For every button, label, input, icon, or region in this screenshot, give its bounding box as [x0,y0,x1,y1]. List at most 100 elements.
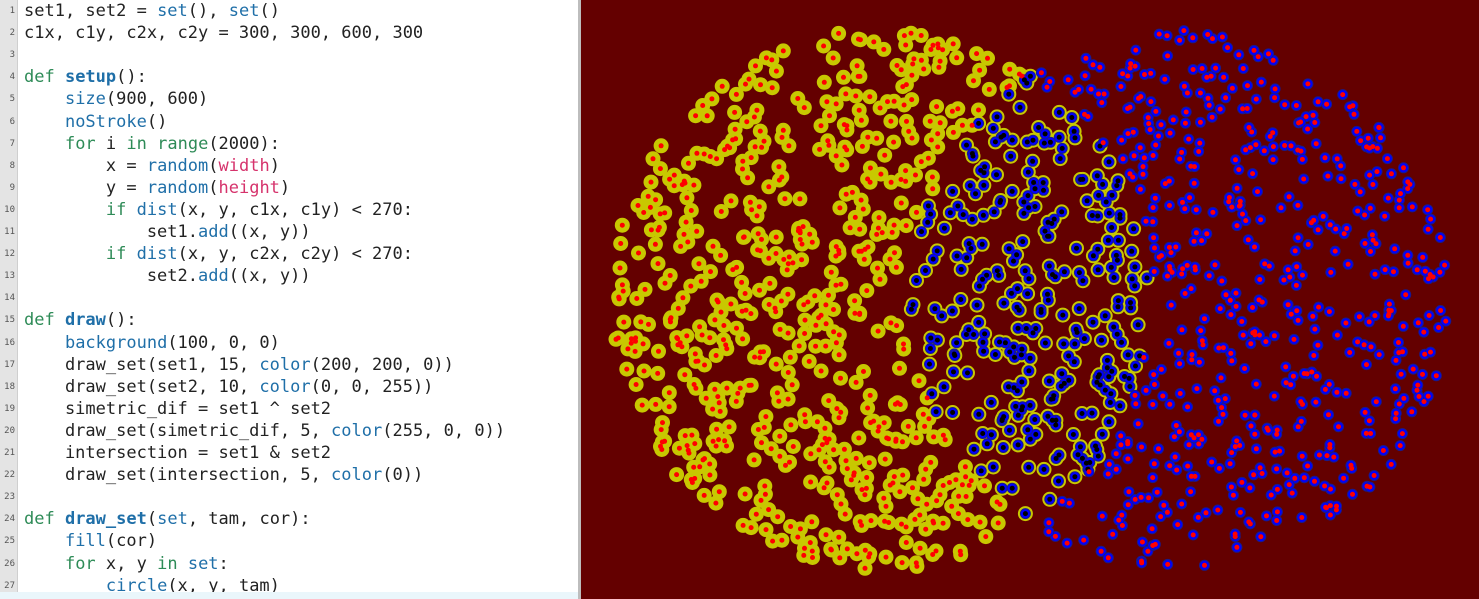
code-line[interactable]: 16 background(100, 0, 0) [0,332,580,354]
symmetric-diff-point [797,196,803,202]
code-line[interactable]: 3 [0,44,580,66]
code-line[interactable]: 22 draw_set(intersection, 5, color(0)) [0,464,580,486]
intersection-point [1144,275,1150,281]
code-line[interactable]: 21 intersection = set1 & set2 [0,442,580,464]
code-line[interactable]: 6 noStroke() [0,111,580,133]
code-line[interactable]: 26 for x, y in set: [0,553,580,575]
code-line[interactable]: 20 draw_set(simetric_dif, 5, color(255, … [0,420,580,442]
code-token: ) [269,155,280,176]
symmetric-diff-point [1165,561,1171,567]
intersection-point [964,142,969,148]
symmetric-diff-point [1324,101,1330,107]
line-number: 16 [4,337,15,348]
code-line[interactable]: 27 circle(x, y, tam) [0,575,580,597]
symmetric-diff-point [1396,197,1402,203]
code-line[interactable]: 23 [0,486,580,508]
symmetric-diff-point [1392,386,1398,392]
intersection-point [1103,199,1109,205]
symmetric-diff-point [931,434,937,440]
intersection-point [1072,135,1078,141]
symmetric-diff-point [722,438,728,444]
code-line[interactable]: 18 draw_set(set2, 10, color(0, 0, 255)) [0,376,580,398]
intersection-point [1129,276,1135,282]
code-line[interactable]: 11 set1.add((x, y)) [0,221,580,243]
code-line[interactable]: 8 x = random(width) [0,155,580,177]
symmetric-diff-point [1086,469,1092,475]
code-line[interactable]: 2 c1x, c1y, c2x, c2y = 300, 300, 600, 300 [0,22,580,44]
intersection-point [1066,353,1072,359]
code-line[interactable]: 12 if dist(x, y, c2x, c2y) < 270: [0,243,580,265]
symmetric-diff-point [761,138,767,144]
intersection-point [1111,324,1117,330]
symmetric-diff-point [724,346,730,352]
code-token: random [146,155,209,176]
symmetric-diff-point [862,492,868,498]
code-line[interactable]: 5 size(900, 600) [0,88,580,110]
code-line[interactable]: 7 for i in range(2000): [0,133,580,155]
symmetric-diff-point [1152,541,1158,547]
symmetric-diff-point [1137,186,1143,192]
code-line[interactable]: 1 set1, set2 = set(), set() [0,0,580,22]
code-token: ) [279,177,291,198]
symmetric-diff-point [1139,444,1144,450]
symmetric-diff-point [901,346,907,352]
symmetric-diff-point [1382,267,1388,273]
symmetric-diff-point [656,348,661,354]
code-line[interactable]: 17 draw_set(set1, 15, color(200, 200, 0)… [0,354,580,376]
code-line[interactable]: 13 set2.add((x, y)) [0,265,580,287]
symmetric-diff-point [1314,373,1320,379]
symmetric-diff-point [1289,490,1295,496]
symmetric-diff-point [1147,127,1153,133]
code-line[interactable]: 25 fill(cor) [0,530,580,552]
intersection-point [1027,73,1033,79]
intersection-point [996,272,1002,278]
symmetric-diff-point [1225,45,1231,51]
symmetric-diff-point [818,368,824,374]
symmetric-diff-point [857,226,863,232]
symmetric-diff-point [833,153,839,159]
code-line[interactable]: 4 def setup(): [0,66,580,88]
symmetric-diff-point [824,480,830,486]
symmetric-diff-point [1299,515,1305,520]
intersection-point [981,348,987,354]
symmetric-diff-point [995,520,1001,526]
symmetric-diff-point [1320,213,1326,219]
code-line[interactable]: 14 [0,287,580,309]
symmetric-diff-point [761,424,767,430]
symmetric-diff-point [1106,461,1112,467]
symmetric-diff-point [882,518,888,524]
intersection-point [1096,372,1102,378]
symmetric-diff-point [1230,492,1236,498]
symmetric-diff-point [1313,141,1319,147]
symmetric-diff-point [1258,217,1264,223]
intersection-point [1102,387,1108,393]
symmetric-diff-point [1125,441,1131,447]
symmetric-diff-point [826,292,831,298]
symmetric-diff-point [1348,462,1354,468]
code-line[interactable]: 19 simetric_dif = set1 ^ set2 [0,398,580,420]
symmetric-diff-point [662,438,668,444]
symmetric-diff-point [698,278,704,284]
code-line[interactable]: 24 def draw_set(set, tam, cor): [0,508,580,530]
pane-divider[interactable] [578,0,581,599]
code-text: noStroke() [24,112,167,132]
code-line[interactable]: 10 if dist(x, y, c1x, c1y) < 270: [0,199,580,221]
code-token: (): [105,310,137,331]
symmetric-diff-point [823,321,829,327]
code-token: (900, 600) [105,89,209,110]
symmetric-diff-point [1162,181,1168,187]
code-line[interactable]: 15 def draw(): [0,309,580,331]
symmetric-diff-point [802,545,807,551]
symmetric-diff-point [1210,36,1215,42]
symmetric-diff-point [730,267,736,273]
code-token [178,554,188,574]
code-editor[interactable]: 1 set1, set2 = set(), set() 2 c1x, c1y, c2x… [0,0,580,599]
code-line[interactable]: 9 y = random(height) [0,177,580,199]
intersection-point [976,411,982,417]
symmetric-diff-point [809,548,815,554]
symmetric-diff-point [1164,509,1170,515]
symmetric-diff-point [1007,83,1012,89]
symmetric-diff-point [1158,514,1164,520]
symmetric-diff-point [1252,244,1257,250]
symmetric-diff-point [799,241,805,247]
